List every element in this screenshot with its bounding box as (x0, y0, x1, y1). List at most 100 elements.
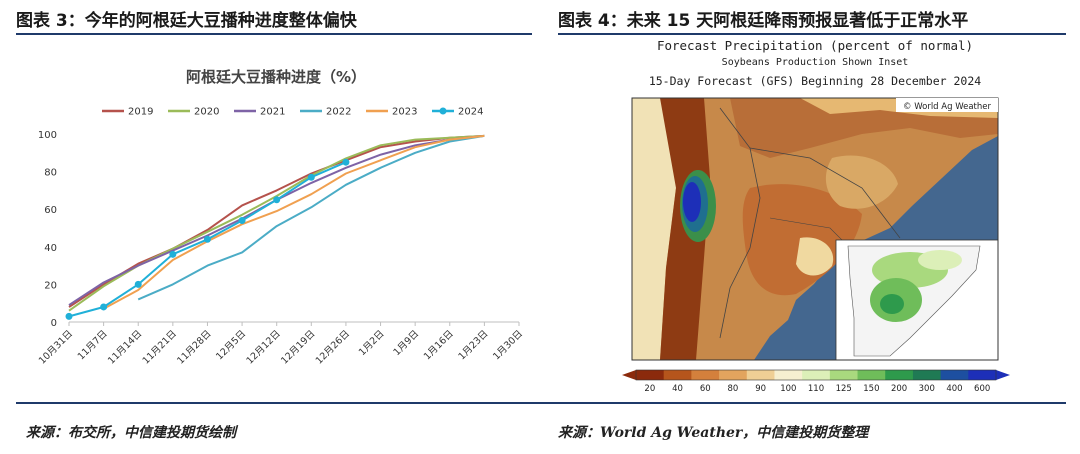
colorbar-segment (691, 370, 720, 380)
series-point-2024 (203, 235, 211, 243)
series-point-2024 (134, 280, 142, 288)
series-point-2024 (342, 158, 350, 166)
colorbar-label: 600 (974, 384, 990, 394)
colorbar-segment (719, 370, 748, 380)
series-line-2023 (103, 134, 485, 310)
colorbar-frame (635, 369, 997, 381)
series-line-2020 (68, 134, 485, 312)
series-line-2019 (68, 134, 485, 308)
legend-label-2020: 2020 (194, 107, 219, 118)
colorbar-label: 200 (891, 384, 907, 394)
left-title-rule (16, 33, 532, 35)
colorbar-segment (940, 370, 969, 380)
right-title-rule (558, 33, 1066, 35)
colorbar-label: 400 (946, 384, 962, 394)
x-tick-label: 12月12日 (244, 328, 282, 366)
colorbar-segment (802, 370, 831, 380)
y-tick-label: 20 (44, 280, 57, 291)
y-tick-label: 0 (51, 318, 57, 329)
colorbar-label: 110 (808, 384, 824, 394)
colorbar-label: 300 (919, 384, 935, 394)
map-frame (631, 97, 999, 361)
map-border-line-2 (749, 147, 901, 239)
x-tick-label: 1月30日 (491, 328, 525, 362)
colorbar-label: 60 (700, 384, 711, 394)
planting-progress-chart: 阿根廷大豆播种进度（%） 2019 2020 2021 2022 2023 2024 0 2… (37, 68, 525, 367)
colorbar-left-arrow (622, 370, 636, 380)
colorbar-segment (857, 370, 886, 380)
colorbar-right-arrow (996, 370, 1010, 380)
y-tick-label: 80 (44, 168, 57, 179)
left-source: 来源：布交所，中信建投期货绘制 (26, 425, 236, 441)
right-figure-title: 图表 4：未来 15 天阿根廷降雨预报显著低于正常水平 (558, 11, 969, 31)
y-tick-label: 100 (38, 130, 57, 141)
map-forecast-period: 15-Day Forecast (GFS) Beginning 28 Decem… (648, 74, 982, 88)
map-paraguay-zone (825, 155, 898, 209)
series-point-2024 (238, 216, 246, 224)
map-subtitle: Soybeans Production Shown Inset (721, 57, 909, 68)
left-figure-title: 图表 3：今年的阿根廷大豆播种进度整体偏快 (16, 11, 357, 31)
colorbar-segment (912, 370, 942, 380)
x-tick-label: 11月7日 (76, 328, 110, 362)
colorbar-label: 90 (755, 384, 766, 394)
colorbar-label: 100 (780, 384, 796, 394)
x-tick-label: 11月28日 (175, 328, 213, 366)
chart-legend: 2019 2020 2021 2022 2023 2024 (102, 107, 483, 118)
colorbar-label: 20 (644, 384, 655, 394)
series-point-2024 (273, 196, 281, 204)
inset-soy-dense (880, 294, 904, 314)
map-credit: © World Ag Weather (903, 102, 991, 112)
legend-label-2022: 2022 (326, 107, 351, 118)
colorbar-label: 125 (836, 384, 852, 394)
colorbar-label: 150 (863, 384, 879, 394)
x-tick-label: 11月14日 (106, 328, 144, 366)
y-tick-label: 40 (44, 243, 57, 254)
colorbar-label: 40 (672, 384, 683, 394)
map-west-coast (632, 98, 680, 360)
legend-marker-2024 (439, 107, 447, 115)
y-axis-ticks: 0 20 40 60 80 100 (38, 130, 57, 329)
colorbar-segment (968, 370, 997, 380)
map-border-line (719, 107, 761, 339)
chart-series (65, 134, 485, 320)
colorbar-segment (829, 370, 859, 380)
legend-label-2024: 2024 (458, 107, 483, 118)
colorbar-segment (774, 370, 803, 380)
map-wet-core (683, 182, 701, 222)
inset-soy-east (918, 250, 962, 270)
colorbar-segment (636, 370, 665, 380)
x-tick-label: 1月2日 (357, 328, 387, 358)
precipitation-map-panel: Forecast Precipitation (percent of norma… (600, 38, 1030, 400)
right-source: 来源：World Ag Weather，中信建投期货整理 (558, 425, 869, 441)
bottom-rule (16, 402, 1066, 404)
series-point-2024 (100, 303, 108, 311)
x-tick-label: 12月19日 (279, 328, 317, 366)
colorbar-segment (746, 370, 775, 380)
chart-title: 阿根廷大豆播种进度（%） (186, 68, 366, 86)
x-tick-label: 1月23日 (456, 328, 490, 362)
series-point-2024 (65, 312, 73, 320)
legend-label-2021: 2021 (260, 107, 285, 118)
colorbar-segment (663, 370, 692, 380)
x-tick-label: 10月31日 (37, 328, 75, 366)
map-light-zone (796, 237, 834, 276)
legend-label-2019: 2019 (128, 107, 153, 118)
credit-box (896, 98, 998, 112)
series-line-2022 (137, 134, 485, 301)
map-title: Forecast Precipitation (percent of norma… (656, 38, 974, 53)
x-tick-label: 1月16日 (422, 328, 456, 362)
x-tick-label: 12月26日 (314, 328, 352, 366)
x-tick-label: 1月9日 (392, 328, 422, 358)
precipitation-map: © World Ag Weather 20 40 60 80 90 100 110 125 15… (622, 97, 1010, 394)
colorbar: 20 40 60 80 90 100 110 125 150 200 300 400 600 (622, 369, 1010, 394)
legend-label-2023: 2023 (392, 107, 417, 118)
x-tick-label: 11月21日 (141, 328, 179, 366)
x-tick-label: 12月5日 (214, 328, 248, 362)
series-point-2024 (169, 250, 177, 258)
series-line-2021 (68, 134, 485, 306)
y-tick-label: 60 (44, 205, 57, 216)
colorbar-segment (885, 370, 914, 380)
colorbar-label: 80 (728, 384, 739, 394)
series-point-2024 (307, 173, 315, 181)
